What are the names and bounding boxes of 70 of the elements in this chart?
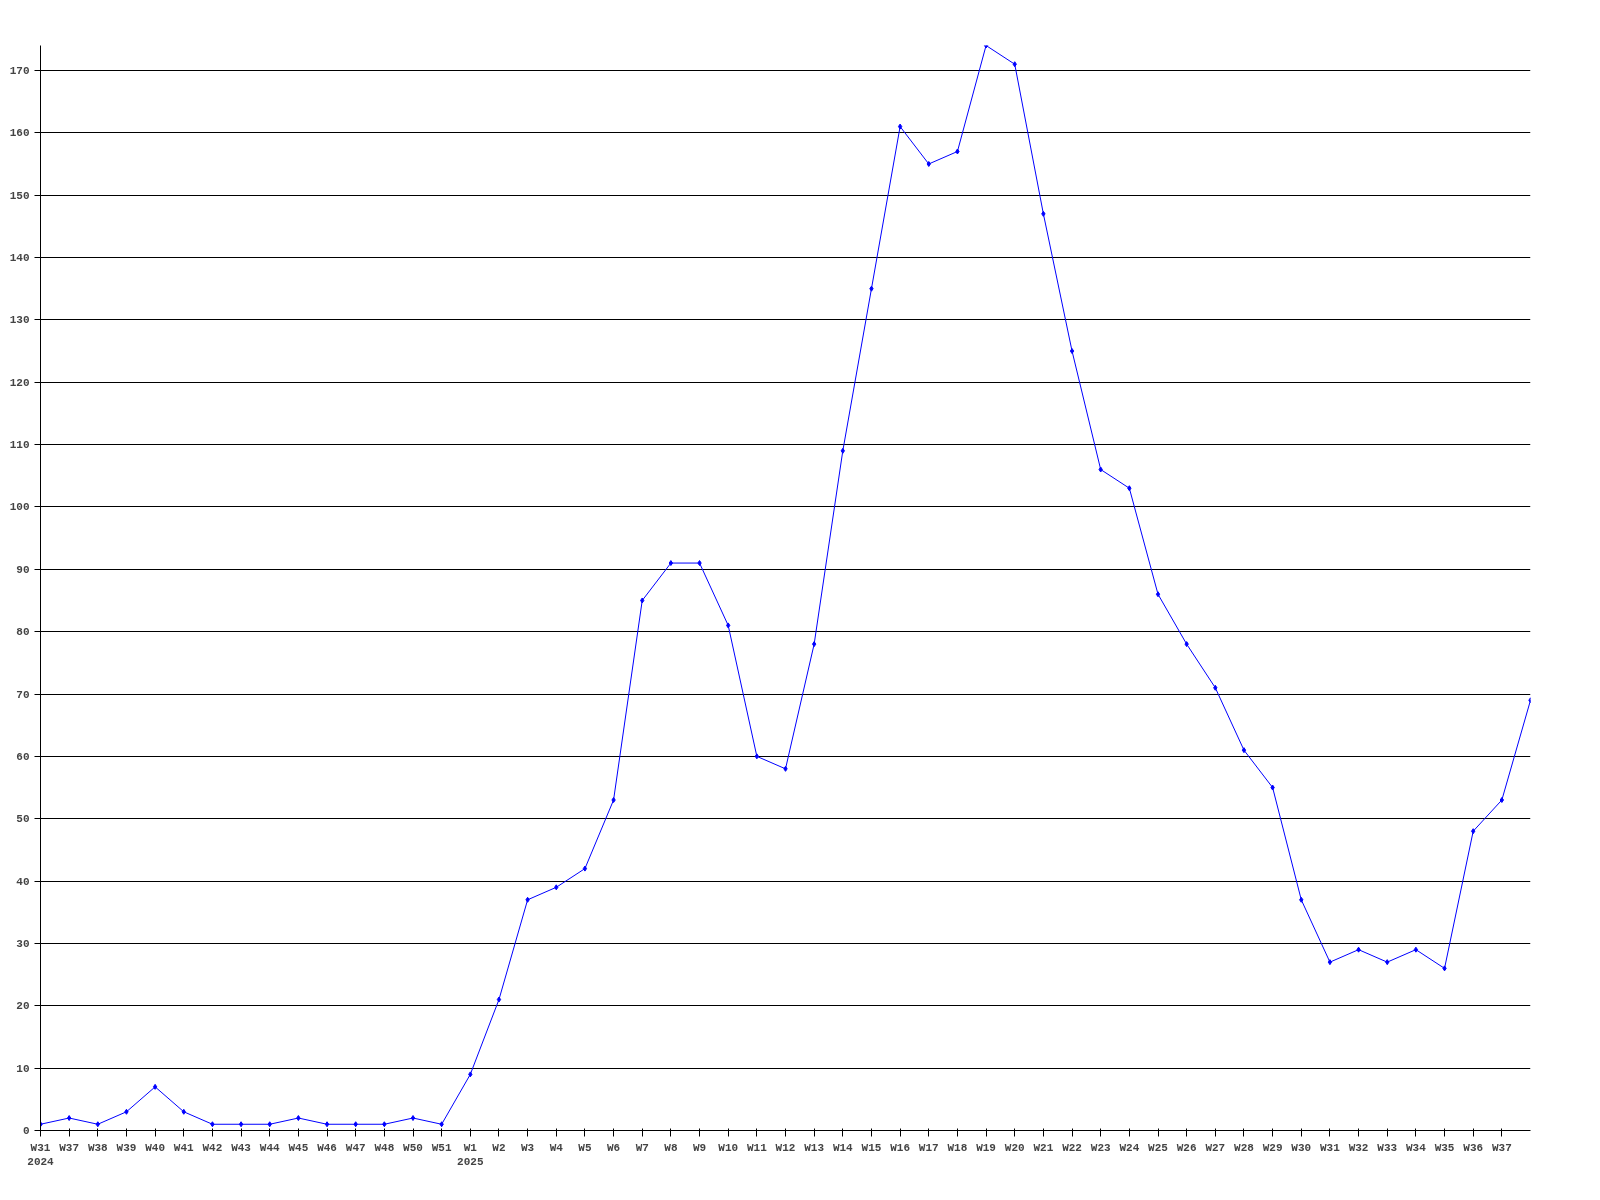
x-tick-label: W43 xyxy=(231,1141,252,1154)
x-tick-label: W17 xyxy=(918,1141,939,1154)
x-tick-label: W4 xyxy=(549,1141,564,1154)
x-tick-label: W22 xyxy=(1062,1141,1082,1154)
y-tick-label: 60 xyxy=(16,750,30,763)
x-tick-label: W24 xyxy=(1119,1141,1140,1154)
x-tick-label: W12 xyxy=(775,1141,796,1154)
x-tick-label: W23 xyxy=(1090,1141,1111,1154)
x-tick-label: W46 xyxy=(317,1141,337,1154)
x-tick-label: W15 xyxy=(861,1141,882,1154)
x-tick-label: W6 xyxy=(606,1141,621,1154)
y-tick-label: 90 xyxy=(16,563,30,576)
y-tick-label: 150 xyxy=(9,189,30,202)
x-tick-label: W21 xyxy=(1033,1141,1054,1154)
y-tick-label: 10 xyxy=(16,1062,30,1075)
y-tick-label: 70 xyxy=(16,688,30,701)
x-tick-label: W5 xyxy=(578,1141,592,1154)
x-tick-label: W2 xyxy=(492,1141,506,1154)
x-tick-label: W42 xyxy=(202,1141,223,1154)
x-tick-label: W48 xyxy=(374,1141,395,1154)
y-tick-label: 20 xyxy=(16,1000,30,1013)
y-tick-label: 40 xyxy=(16,875,30,888)
x-tick-label: W50 xyxy=(403,1141,423,1154)
x-tick-label: W39 xyxy=(116,1141,137,1154)
y-tick-label: 0 xyxy=(22,1125,30,1137)
x-tick-label: W51 xyxy=(431,1141,452,1154)
x-tick-label: W45 xyxy=(288,1141,309,1154)
x-tick-label: W33 xyxy=(1377,1141,1398,1154)
x-tick-label: W40 xyxy=(145,1141,166,1154)
y-tick-label: 130 xyxy=(9,314,30,327)
y-tick-label: 30 xyxy=(16,937,30,950)
x-tick-label: W11 xyxy=(746,1141,768,1154)
x-tick-label: W16 xyxy=(890,1141,911,1154)
y-tick-label: 80 xyxy=(16,626,30,639)
y-tick-label: 170 xyxy=(9,64,30,77)
x-tick-label: W7 xyxy=(635,1141,649,1154)
x-tick-label: W34 xyxy=(1405,1141,1427,1154)
y-tick-label: 110 xyxy=(9,439,30,452)
y-tick-label: 140 xyxy=(9,252,30,265)
x-tick-label: W29 xyxy=(1262,1141,1283,1154)
y-tick-label: 160 xyxy=(9,127,30,140)
x-tick-label: W31 2024 xyxy=(27,1141,55,1168)
x-tick-label: W36 xyxy=(1463,1141,1484,1154)
x-tick-label: W18 xyxy=(947,1141,968,1154)
x-tick-label: W10 xyxy=(718,1141,739,1154)
y-tick-label: 50 xyxy=(16,813,30,826)
x-tick-label: W35 xyxy=(1434,1141,1455,1154)
x-tick-label: W3 xyxy=(521,1141,535,1154)
x-tick-label: W44 xyxy=(259,1141,281,1154)
x-tick-label: W30 xyxy=(1291,1141,1312,1154)
x-tick-label: W27 xyxy=(1205,1141,1226,1154)
x-tick-label: W37 xyxy=(1491,1141,1512,1154)
x-tick-label: W8 xyxy=(664,1141,678,1154)
x-tick-label: W32 xyxy=(1348,1141,1369,1154)
x-tick-label: W28 xyxy=(1234,1141,1255,1154)
x-tick-label: W14 xyxy=(832,1141,854,1154)
y-tick-label: 120 xyxy=(9,376,30,389)
x-tick-label: W26 xyxy=(1176,1141,1197,1154)
x-tick-label: W25 xyxy=(1148,1141,1169,1154)
x-tick-label: W20 xyxy=(1004,1141,1025,1154)
x-tick-label: W47 xyxy=(345,1141,366,1154)
y-tick-label: 100 xyxy=(9,501,30,514)
x-tick-label: W41 xyxy=(173,1141,195,1154)
x-tick-label: W31 xyxy=(1320,1141,1341,1154)
x-tick-label: W13 xyxy=(804,1141,825,1154)
x-tick-label: W19 xyxy=(976,1141,996,1154)
x-tick-label: W9 xyxy=(692,1141,707,1154)
x-tick-label: W37 xyxy=(59,1141,80,1154)
x-tick-label: W1 2025 xyxy=(457,1141,484,1168)
x-tick-label: W38 xyxy=(87,1141,109,1154)
